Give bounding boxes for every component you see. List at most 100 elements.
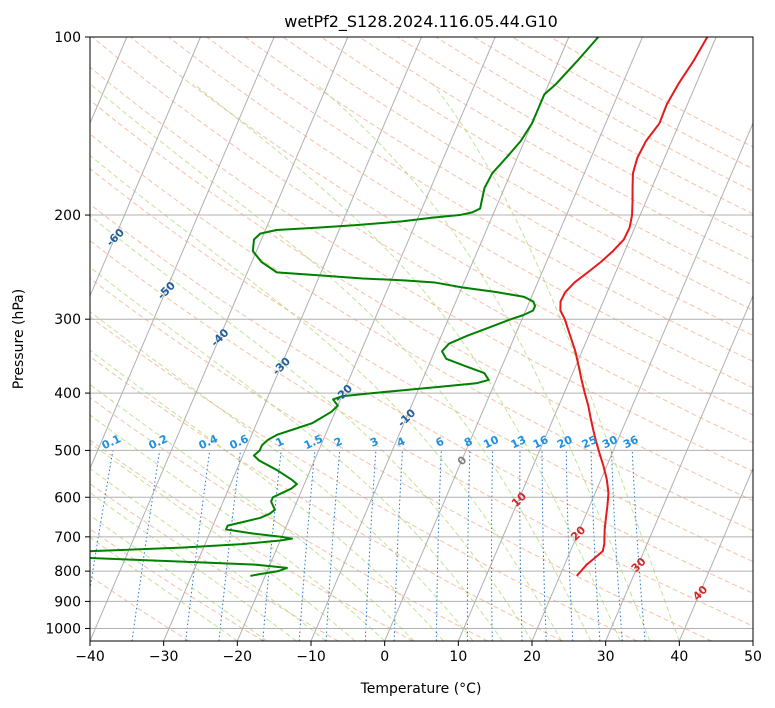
isotherm-line [90, 37, 201, 298]
mixing-ratio-line [466, 450, 471, 641]
mixing-ratio-label: 1 [273, 435, 285, 450]
moist-adiabat [90, 514, 268, 641]
isotherm-line [605, 294, 753, 641]
mixing-ratio-line [364, 450, 377, 641]
dry-adiabat [435, 37, 753, 215]
isotherm-label: 20 [568, 523, 588, 543]
mixing-ratio-line [90, 450, 114, 592]
mixing-ratio-label: 0.1 [100, 432, 123, 452]
moist-adiabat [90, 83, 592, 641]
y-tick-label: 900 [54, 594, 81, 610]
isotherm-label: 40 [690, 583, 710, 603]
mixing-ratio-line [185, 450, 211, 641]
moist-adiabat [193, 83, 621, 641]
mixing-ratio-label: 2 [332, 435, 344, 450]
plot-frame [89, 36, 754, 642]
moist-adiabat [90, 215, 533, 641]
y-tick-label: 200 [54, 208, 81, 224]
dry-adiabat [130, 37, 753, 416]
x-tick-label: −40 [75, 649, 105, 665]
background-lines [90, 37, 753, 641]
moist-adiabat [90, 536, 238, 641]
dry-adiabat [91, 37, 753, 444]
mixing-ratio-label: 0.4 [197, 432, 220, 452]
axes: −40 −30 −20 −10 0 10 20 30 40 5010020030040050060… [45, 30, 762, 665]
x-axis-label: Temperature (°C) [360, 681, 482, 697]
mixing-ratio-label: 4 [395, 435, 408, 450]
dry-adiabat [90, 316, 638, 641]
mixing-ratio-label: 20 [555, 433, 575, 451]
isotherm-label: -70 [51, 176, 74, 199]
isotherm-line [531, 122, 753, 641]
moist-adiabat [90, 442, 356, 641]
x-tick-label: −20 [223, 649, 253, 665]
y-tick-label: 300 [54, 312, 81, 328]
isotherm-label: -40 [208, 326, 231, 349]
isotherm-label: -30 [270, 354, 293, 377]
moist-adiabat [90, 349, 444, 641]
mixing-ratio-label: 8 [462, 435, 474, 450]
x-tick-label: −10 [296, 649, 326, 665]
moist-adiabat [90, 154, 562, 641]
isotherm-label: 30 [629, 555, 649, 575]
mixing-ratio-label: 0.6 [227, 432, 250, 452]
mixing-ratio-label: 6 [434, 435, 447, 450]
x-tick-label: 50 [744, 649, 762, 665]
isotherm-line [90, 37, 275, 470]
y-axis-label: Pressure (hPa) [11, 289, 27, 389]
dry-adiabat [90, 277, 712, 641]
y-tick-label: 500 [54, 443, 81, 459]
isotherm-line [457, 37, 717, 641]
mixing-ratio-line [565, 450, 574, 641]
moist-adiabat [90, 414, 386, 641]
moist-adiabat [90, 383, 415, 641]
mixing-ratio-label: 0.2 [147, 432, 170, 452]
isotherm-line [752, 639, 753, 641]
isotherm-line [678, 467, 753, 641]
isotherm-line [163, 37, 422, 641]
temperature-profile [559, 37, 709, 577]
y-tick-label: 800 [54, 564, 81, 580]
moist-adiabat [90, 467, 327, 641]
x-tick-label: 10 [449, 649, 467, 665]
isotherm-label: 0 [455, 453, 470, 468]
chart-title: wetPf2_S128.2024.116.05.44.G10 [284, 12, 558, 32]
moist-adiabat [90, 266, 503, 641]
y-tick-label: 600 [54, 490, 81, 506]
dry-adiabat [90, 397, 488, 641]
dry-adiabat [90, 133, 753, 532]
moist-adiabat [90, 310, 474, 641]
dewpoint-profile [90, 37, 600, 577]
mixing-ratio-label: 10 [481, 433, 501, 451]
isotherm-label: -50 [155, 279, 178, 302]
dry-adiabat [206, 37, 753, 362]
y-tick-label: 700 [54, 530, 81, 546]
mixing-ratio-label: 13 [509, 433, 528, 451]
mixing-ratio-line [435, 450, 442, 641]
dry-adiabat [511, 37, 753, 170]
isotherm-line [236, 37, 496, 641]
x-tick-label: 30 [597, 649, 615, 665]
mixing-ratio-label: 25 [580, 433, 599, 451]
dry-adiabat [90, 240, 753, 627]
dry-adiabat [90, 528, 264, 641]
y-tick-label: 1000 [45, 621, 81, 637]
moist-adiabat [315, 83, 651, 641]
x-tick-label: −30 [149, 649, 179, 665]
moist-adiabat [432, 83, 680, 641]
mixing-ratio-line [631, 450, 646, 641]
isotherm-line [310, 37, 570, 641]
dry-adiabat [90, 439, 414, 641]
x-tick-label: 20 [523, 649, 541, 665]
mixing-ratio-label: 3 [368, 435, 380, 450]
mixing-ratio-line [298, 450, 316, 641]
dry-adiabat [359, 37, 753, 262]
isotherm-label: -10 [395, 406, 418, 429]
dry-adiabat [90, 168, 753, 563]
isotherm-line [384, 37, 643, 641]
isotherm-label: -80 [0, 133, 19, 156]
mixing-ratio-line [218, 450, 242, 641]
profile-lines [90, 37, 709, 577]
